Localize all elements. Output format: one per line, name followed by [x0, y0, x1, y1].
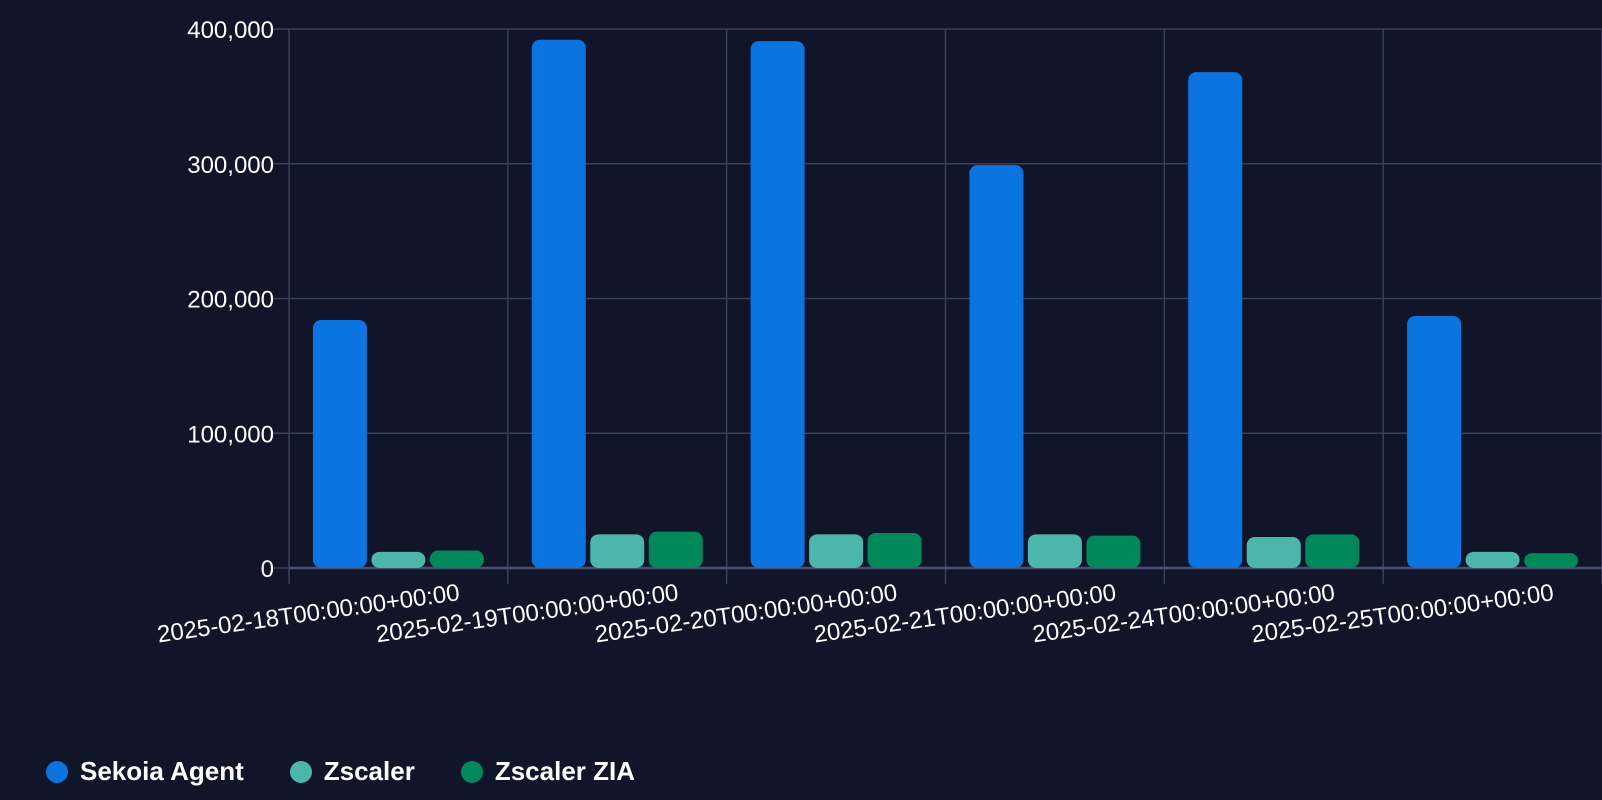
bar-zscaler[interactable]: [590, 534, 645, 568]
bar-zscaler[interactable]: [1465, 551, 1520, 568]
legend-label-zscaler: Zscaler: [323, 756, 415, 786]
y-tick-label: 300,000: [187, 152, 274, 179]
legend-swatch-sekoia-agent: [46, 760, 68, 783]
bar-chart: 0 100,000 200,000 300,000 400,000 2025-02-18…: [156, 17, 1602, 648]
legend-item-zscaler-zia[interactable]: Zscaler ZIA: [460, 756, 635, 787]
bar-zscaler-zia[interactable]: [867, 532, 922, 568]
bar-sekoia-agent[interactable]: [312, 320, 367, 568]
legend-label-sekoia-agent: Sekoia Agent: [80, 756, 244, 786]
legend-item-zscaler[interactable]: Zscaler: [289, 756, 415, 787]
bar-zscaler-zia[interactable]: [429, 550, 484, 568]
bar-sekoia-agent[interactable]: [969, 165, 1024, 568]
legend-swatch-zscaler: [289, 760, 312, 783]
bar-sekoia-agent[interactable]: [531, 39, 586, 568]
grid-lines: [272, 28, 1602, 584]
legend-item-sekoia-agent[interactable]: Sekoia Agent: [46, 756, 244, 787]
legend-swatch-zscaler-zia: [460, 760, 483, 783]
x-axis-ticks: 2025-02-18T00:00:00+00:002025-02-19T00:0…: [156, 579, 1556, 648]
bar-zscaler-zia[interactable]: [648, 531, 703, 568]
legend: Sekoia Agent Zscaler Zscaler ZIA: [46, 756, 635, 787]
bars: [312, 39, 1579, 569]
y-tick-label: 0: [261, 556, 274, 583]
bar-zscaler-zia[interactable]: [1086, 535, 1141, 568]
bar-sekoia-agent[interactable]: [1407, 316, 1462, 568]
y-tick-label: 200,000: [187, 287, 274, 314]
bar-zscaler[interactable]: [1246, 537, 1301, 568]
bar-zscaler[interactable]: [809, 534, 864, 568]
y-axis-ticks: 0 100,000 200,000 300,000 400,000: [187, 17, 274, 583]
bar-sekoia-agent[interactable]: [1188, 72, 1243, 569]
bar-sekoia-agent[interactable]: [750, 41, 805, 568]
bar-zscaler[interactable]: [1027, 534, 1082, 568]
bar-zscaler[interactable]: [371, 551, 426, 568]
bar-zscaler-zia[interactable]: [1305, 534, 1360, 568]
bar-zscaler-zia[interactable]: [1524, 553, 1579, 568]
legend-label-zscaler-zia: Zscaler ZIA: [494, 756, 635, 786]
y-tick-label: 400,000: [187, 17, 274, 44]
y-tick-label: 100,000: [187, 421, 274, 448]
